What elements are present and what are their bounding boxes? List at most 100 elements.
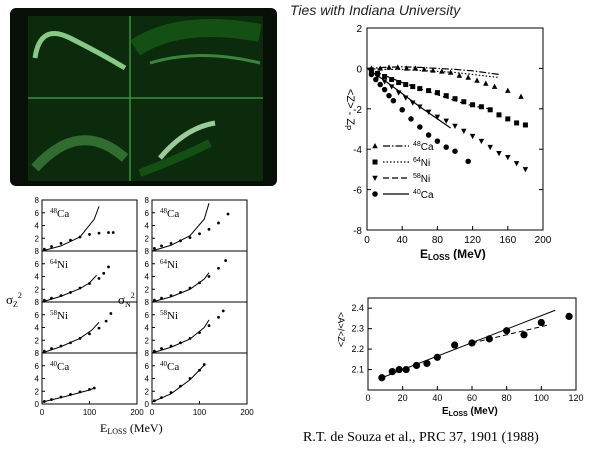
legend-marker-circle xyxy=(372,191,378,197)
data-point xyxy=(388,368,396,376)
panel-label: 40Ca xyxy=(160,360,179,373)
x-tick-label: 20 xyxy=(398,393,408,403)
data-point-triangle-down xyxy=(452,123,458,129)
y-tick-label: 2 xyxy=(35,285,40,294)
data-point xyxy=(202,363,206,366)
y-tick-label: 8 xyxy=(145,298,150,307)
data-point-square xyxy=(396,80,402,86)
data-point xyxy=(88,332,91,336)
data-point-circle xyxy=(381,86,388,93)
x-tick-label: 0 xyxy=(40,408,45,417)
y-tick-label: 2 xyxy=(145,285,150,294)
data-point xyxy=(111,231,115,234)
data-point xyxy=(42,247,46,251)
detector-photo xyxy=(10,8,277,186)
data-point xyxy=(50,245,53,248)
screen-trace xyxy=(138,139,212,177)
legend-marker-triangle-up xyxy=(372,143,378,149)
y-tick-label: 4 xyxy=(35,273,40,282)
data-point-circle xyxy=(377,81,383,88)
data-point-triangle-down xyxy=(388,84,395,90)
data-point xyxy=(169,241,173,245)
y-axis-label-right: σN2 xyxy=(118,291,135,309)
data-point xyxy=(451,341,459,349)
data-point xyxy=(69,238,72,242)
data-point xyxy=(160,296,163,300)
y-tick-label: 2 xyxy=(356,24,362,35)
y-tick-label: 6 xyxy=(35,311,40,320)
data-point-square xyxy=(403,82,409,88)
data-point xyxy=(188,336,192,340)
y-tick-label: 8 xyxy=(145,247,150,256)
data-point-square xyxy=(389,77,395,83)
data-point xyxy=(69,291,72,294)
y-tick-label: 2.2 xyxy=(351,344,364,354)
data-point-square xyxy=(375,70,381,76)
data-point-square xyxy=(496,112,502,118)
data-point xyxy=(217,221,220,225)
data-point xyxy=(152,399,156,403)
data-point xyxy=(565,312,573,320)
data-point xyxy=(198,281,201,285)
x-tick-label: 0 xyxy=(150,408,155,417)
data-point xyxy=(42,349,46,353)
data-point xyxy=(217,315,220,319)
panel-label: 58Ni xyxy=(50,309,68,322)
data-point-triangle-down xyxy=(496,150,502,157)
data-point xyxy=(198,232,201,236)
data-point xyxy=(198,368,201,372)
x-tick-label: 200 xyxy=(535,235,552,246)
data-point xyxy=(160,244,163,248)
data-point xyxy=(59,241,63,245)
data-point xyxy=(97,326,101,330)
data-point xyxy=(104,319,108,323)
data-point xyxy=(97,231,101,235)
x-tick-label: 100 xyxy=(534,393,549,403)
theory-curve xyxy=(41,387,95,403)
panel-label: 40Ca xyxy=(50,360,69,373)
data-point xyxy=(412,361,421,370)
y-tick-label: 8 xyxy=(35,298,40,307)
screen-trace xyxy=(130,19,262,56)
data-point-square xyxy=(382,73,388,79)
data-point xyxy=(152,298,156,302)
data-point xyxy=(221,309,225,313)
data-point xyxy=(169,294,173,298)
data-point xyxy=(503,327,511,335)
data-point-square xyxy=(478,104,484,110)
data-point-square xyxy=(505,116,511,122)
panel-label: 64Ni xyxy=(50,258,68,271)
x-tick-label: 60 xyxy=(467,393,477,403)
data-point xyxy=(92,386,96,390)
y-tick-label: 2.1 xyxy=(351,365,364,375)
data-point xyxy=(224,259,228,262)
y-tick-label: -4 xyxy=(353,145,362,156)
y-tick-label: 0 xyxy=(35,400,40,409)
y-tick-label: 8 xyxy=(145,196,150,205)
y-tick-label: 6 xyxy=(35,260,40,269)
data-point-triangle-up xyxy=(483,80,489,86)
data-point-triangle-up xyxy=(430,67,436,73)
data-point-triangle-up xyxy=(505,87,511,93)
legend-marker-square xyxy=(372,159,378,165)
y-tick-label: 2 xyxy=(35,234,40,243)
a-over-z-chart: 2.1 2.2 2.3 2.4 0 20 40 60 80 100 120 ELOSS (MeV) <A… xyxy=(336,297,584,418)
x-tick-label: 0 xyxy=(364,235,370,246)
data-point-square xyxy=(410,84,416,90)
data-point-circle xyxy=(386,92,392,99)
data-point xyxy=(50,398,53,401)
y-tick-label: 2.3 xyxy=(351,324,364,334)
citation-caption: R.T. de Souza et al., PRC 37, 1901 (1988… xyxy=(303,430,539,445)
page-title: Ties with Indiana University xyxy=(290,2,461,18)
data-point xyxy=(207,275,211,278)
x-tick-label: 100 xyxy=(83,408,97,417)
data-point xyxy=(50,347,53,350)
fit-line-dashed xyxy=(471,324,551,344)
data-point xyxy=(88,387,91,391)
data-point-square xyxy=(452,96,458,102)
data-point xyxy=(152,247,156,250)
screen-trace xyxy=(32,31,127,71)
x-axis-label: ELOSS (MeV) xyxy=(420,247,486,260)
data-point-triangle-up xyxy=(518,93,524,99)
